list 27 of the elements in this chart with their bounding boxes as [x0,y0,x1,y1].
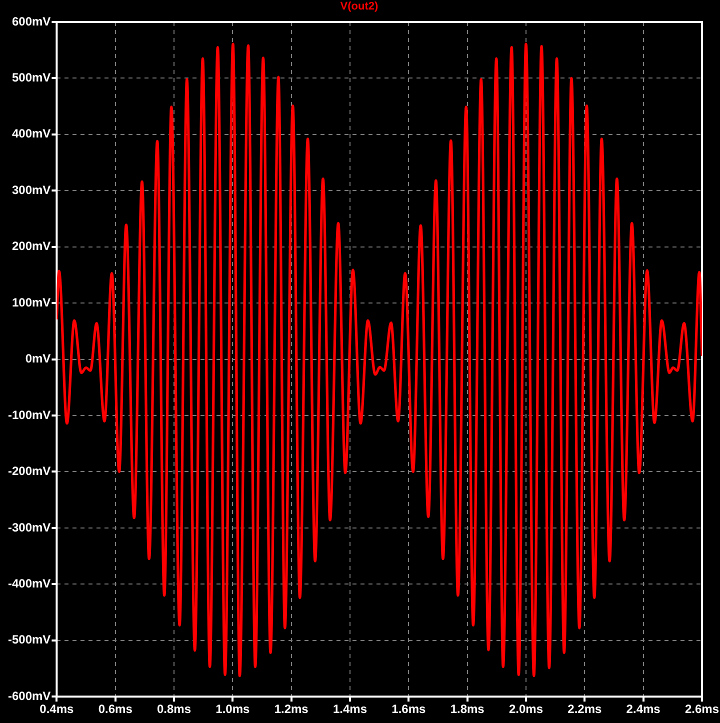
y-tick-label: 200mV [12,239,51,254]
x-tick-label: 2.6ms [684,702,720,716]
y-tick-label: -500mV [8,632,51,647]
x-tick-label: 1.8ms [450,702,485,716]
x-tick-label: 1.6ms [392,702,426,716]
y-tick-label: -300mV [8,520,51,534]
y-tick-label: -100mV [8,408,51,422]
x-tick-label: 1.2ms [274,702,309,716]
x-tick-label: 2.2ms [568,702,602,716]
x-tick-label: 1.0ms [216,702,250,716]
y-tick-label: -200mV [8,464,51,478]
x-tick-label: 0.4ms [40,702,74,716]
y-tick-label: 400mV [12,126,51,141]
x-tick-label: 1.4ms [332,702,368,716]
x-tick-label: 2.4ms [626,702,661,716]
y-tick-label: -400mV [8,576,51,590]
line-series [56,42,702,678]
y-tick-label: 0mV [25,352,51,366]
y-tick-label: -600mV [8,688,51,703]
x-tick-label: 0.6ms [98,702,133,716]
x-tick-label: 0.8ms [157,702,192,716]
y-tick-label: 600mV [12,14,51,28]
y-tick-label: 100mV [12,295,51,310]
y-tick-label: 300mV [12,182,51,197]
x-tick-label: 2.0ms [508,702,544,716]
y-tick-label: 500mV [12,70,51,85]
text: V(out2) [340,0,379,13]
